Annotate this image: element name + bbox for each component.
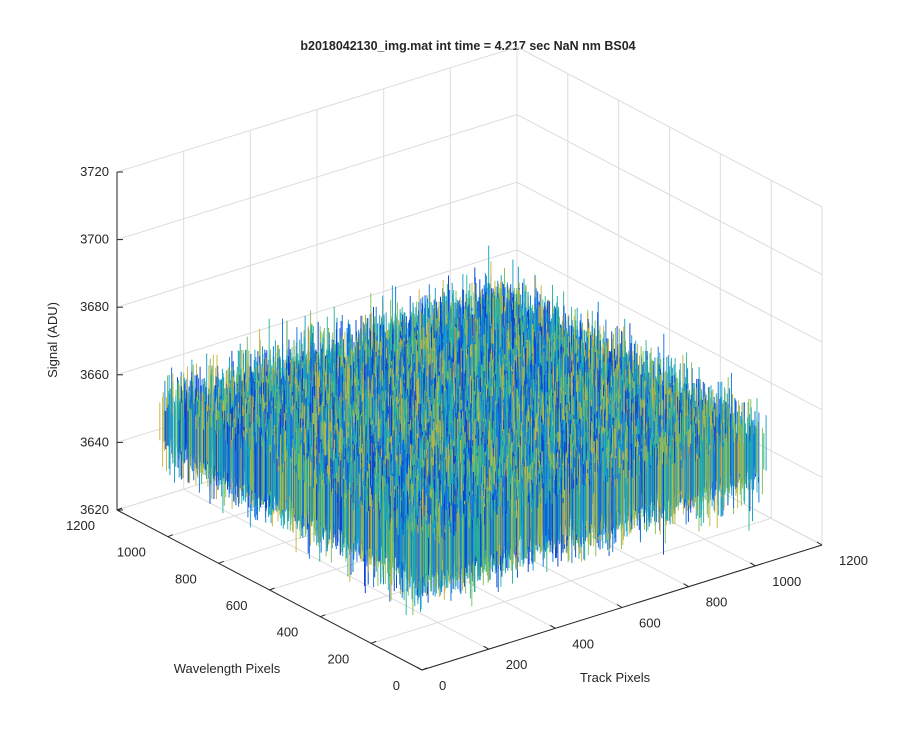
gridline-sidewall-z — [116, 249, 518, 376]
chart-title: b2018042130_img.mat int time = 4.217 sec… — [300, 39, 635, 53]
gridline-backwall-z — [516, 249, 823, 411]
surface-mesh — [159, 245, 767, 616]
gridline-backwall-z — [516, 114, 823, 276]
gridline-sidewall-z — [116, 46, 518, 173]
gridline-backwall-z — [516, 181, 823, 343]
gridline-floor-y — [371, 517, 772, 644]
gridline-backwall-z — [516, 46, 823, 208]
gridline-sidewall-z — [116, 181, 518, 308]
gridline-sidewall-z — [116, 114, 518, 241]
surface-data — [159, 245, 767, 616]
